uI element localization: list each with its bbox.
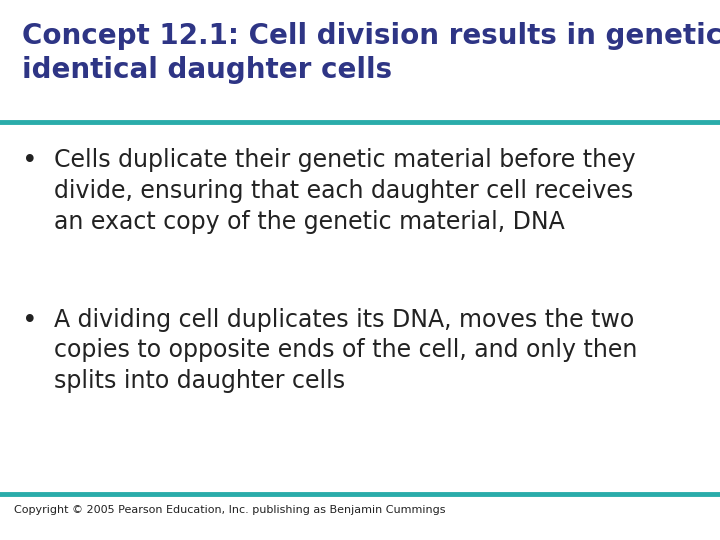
Text: •: •: [22, 308, 37, 334]
Text: •: •: [22, 148, 37, 174]
Text: A dividing cell duplicates its DNA, moves the two
copies to opposite ends of the: A dividing cell duplicates its DNA, move…: [54, 308, 637, 393]
Text: Concept 12.1: Cell division results in genetically
identical daughter cells: Concept 12.1: Cell division results in g…: [22, 22, 720, 84]
Text: Copyright © 2005 Pearson Education, Inc. publishing as Benjamin Cummings: Copyright © 2005 Pearson Education, Inc.…: [14, 505, 446, 515]
Text: Cells duplicate their genetic material before they
divide, ensuring that each da: Cells duplicate their genetic material b…: [54, 148, 636, 234]
